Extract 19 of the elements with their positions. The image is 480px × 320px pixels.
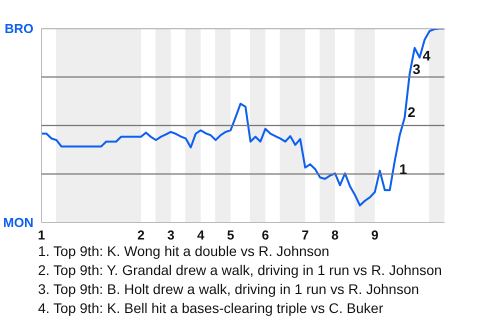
x-tick-label: 5 [226,228,234,242]
text: 3. Top 9th: B. Holt drew a walk, driving in 1 run vs R. Johnson [38,280,420,299]
x-tick-label: 9 [371,228,378,242]
x-tick-label: 3 [167,228,174,242]
x-tick-label: 7 [302,228,309,242]
x-tick-label: 1 [38,228,46,242]
text: MON [3,215,34,230]
annotation: 4 [422,48,431,64]
x-tick-label: 4 [197,228,206,242]
text: 2. Top 9th: Y. Grandal drew a walk, driving in 1 run vs R. Johnson [38,261,442,280]
x-tick-label: 6 [262,228,270,242]
text: BRO [4,21,34,36]
x-tick-label: 8 [331,228,339,242]
x-tick-label: 2 [137,228,145,242]
annotation: 3 [412,61,421,78]
text: 4. Top 9th: K. Bell hit a bases-clearing triple vs C. Buker [38,299,384,318]
annotation: 2 [408,104,416,120]
annotation: 1 [399,160,408,177]
text: 1. Top 9th: K. Wong hit a double vs R. Johnson [38,242,330,261]
